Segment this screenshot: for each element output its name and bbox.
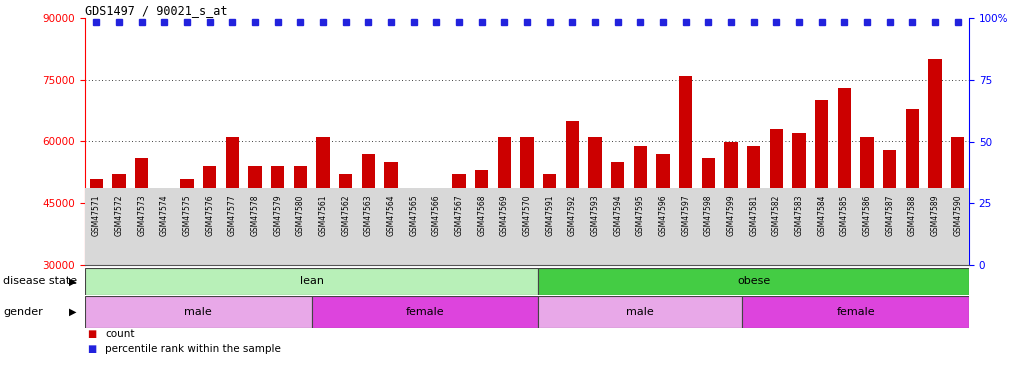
Bar bbox=[475, 170, 488, 265]
Text: GSM47587: GSM47587 bbox=[885, 194, 894, 236]
Bar bbox=[271, 166, 285, 265]
Text: GSM47592: GSM47592 bbox=[567, 194, 577, 236]
Text: GSM47583: GSM47583 bbox=[794, 194, 803, 236]
Text: GDS1497 / 90021_s_at: GDS1497 / 90021_s_at bbox=[85, 4, 228, 17]
Text: GSM47595: GSM47595 bbox=[636, 194, 645, 236]
Bar bbox=[634, 146, 647, 265]
Bar bbox=[85, 296, 311, 328]
Bar bbox=[588, 137, 602, 265]
Text: GSM47570: GSM47570 bbox=[523, 194, 532, 236]
Text: GSM47580: GSM47580 bbox=[296, 194, 305, 236]
Bar bbox=[89, 178, 103, 265]
Bar bbox=[565, 121, 579, 265]
Text: GSM47566: GSM47566 bbox=[432, 194, 440, 236]
Text: GSM47581: GSM47581 bbox=[750, 194, 758, 236]
Bar bbox=[85, 268, 538, 295]
Bar bbox=[453, 174, 466, 265]
Text: GSM47590: GSM47590 bbox=[953, 194, 962, 236]
Text: ■: ■ bbox=[87, 344, 97, 354]
Text: obese: obese bbox=[737, 276, 770, 286]
Text: GSM47564: GSM47564 bbox=[386, 194, 396, 236]
Bar bbox=[742, 296, 969, 328]
Text: GSM47589: GSM47589 bbox=[931, 194, 940, 236]
Text: GSM47571: GSM47571 bbox=[92, 194, 101, 236]
Bar bbox=[951, 137, 964, 265]
Bar bbox=[112, 174, 126, 265]
Text: GSM47575: GSM47575 bbox=[182, 194, 191, 236]
Text: GSM47565: GSM47565 bbox=[409, 194, 418, 236]
Bar bbox=[883, 150, 896, 265]
Text: GSM47591: GSM47591 bbox=[545, 194, 554, 236]
Text: GSM47586: GSM47586 bbox=[862, 194, 872, 236]
Bar bbox=[538, 296, 742, 328]
Text: GSM47584: GSM47584 bbox=[818, 194, 826, 236]
Text: GSM47561: GSM47561 bbox=[318, 194, 327, 236]
Text: GSM47597: GSM47597 bbox=[681, 194, 691, 236]
Bar bbox=[180, 178, 194, 265]
Text: GSM47563: GSM47563 bbox=[364, 194, 373, 236]
Bar bbox=[815, 100, 829, 265]
Text: GSM47572: GSM47572 bbox=[115, 194, 123, 236]
Bar bbox=[543, 174, 556, 265]
Text: ▶: ▶ bbox=[69, 307, 77, 317]
Text: GSM47569: GSM47569 bbox=[499, 194, 508, 236]
Bar bbox=[311, 296, 538, 328]
Bar bbox=[202, 166, 217, 265]
Text: lean: lean bbox=[300, 276, 323, 286]
Text: GSM47594: GSM47594 bbox=[613, 194, 622, 236]
Bar bbox=[929, 59, 942, 265]
Text: percentile rank within the sample: percentile rank within the sample bbox=[106, 344, 282, 354]
Bar bbox=[316, 137, 330, 265]
Text: GSM47598: GSM47598 bbox=[704, 194, 713, 236]
Text: male: male bbox=[626, 307, 654, 317]
Bar bbox=[497, 137, 512, 265]
Text: ▶: ▶ bbox=[69, 276, 77, 286]
Bar bbox=[384, 162, 398, 265]
Bar bbox=[294, 166, 307, 265]
Text: GSM47562: GSM47562 bbox=[341, 194, 350, 236]
Bar bbox=[746, 146, 761, 265]
Bar bbox=[226, 137, 239, 265]
Bar bbox=[792, 133, 805, 265]
Text: ■: ■ bbox=[87, 329, 97, 339]
Text: GSM47574: GSM47574 bbox=[160, 194, 169, 236]
Text: GSM47576: GSM47576 bbox=[205, 194, 215, 236]
Text: GSM47585: GSM47585 bbox=[840, 194, 849, 236]
Bar bbox=[702, 158, 715, 265]
Bar bbox=[724, 141, 737, 265]
Bar bbox=[860, 137, 874, 265]
Text: male: male bbox=[184, 307, 213, 317]
Text: female: female bbox=[406, 307, 444, 317]
Text: GSM47596: GSM47596 bbox=[658, 194, 667, 236]
Text: GSM47578: GSM47578 bbox=[250, 194, 259, 236]
Text: GSM47599: GSM47599 bbox=[726, 194, 735, 236]
Bar bbox=[656, 154, 670, 265]
Text: gender: gender bbox=[3, 307, 43, 317]
Text: female: female bbox=[836, 307, 875, 317]
Text: GSM47582: GSM47582 bbox=[772, 194, 781, 236]
Text: GSM47568: GSM47568 bbox=[477, 194, 486, 236]
Bar bbox=[248, 166, 261, 265]
Text: disease state: disease state bbox=[3, 276, 77, 286]
Bar bbox=[339, 174, 353, 265]
Text: GSM47567: GSM47567 bbox=[455, 194, 464, 236]
Bar bbox=[838, 88, 851, 265]
Bar bbox=[361, 154, 375, 265]
Bar bbox=[158, 195, 171, 265]
Bar bbox=[407, 199, 420, 265]
Bar bbox=[538, 268, 969, 295]
Bar bbox=[679, 76, 693, 265]
Bar bbox=[429, 207, 443, 265]
Bar bbox=[905, 109, 919, 265]
Bar bbox=[770, 129, 783, 265]
Text: GSM47573: GSM47573 bbox=[137, 194, 146, 236]
Text: GSM47588: GSM47588 bbox=[908, 194, 917, 236]
Text: GSM47593: GSM47593 bbox=[591, 194, 599, 236]
Text: GSM47577: GSM47577 bbox=[228, 194, 237, 236]
Text: GSM47579: GSM47579 bbox=[274, 194, 282, 236]
Bar bbox=[611, 162, 624, 265]
Bar bbox=[521, 137, 534, 265]
Bar bbox=[135, 158, 148, 265]
Text: count: count bbox=[106, 329, 135, 339]
